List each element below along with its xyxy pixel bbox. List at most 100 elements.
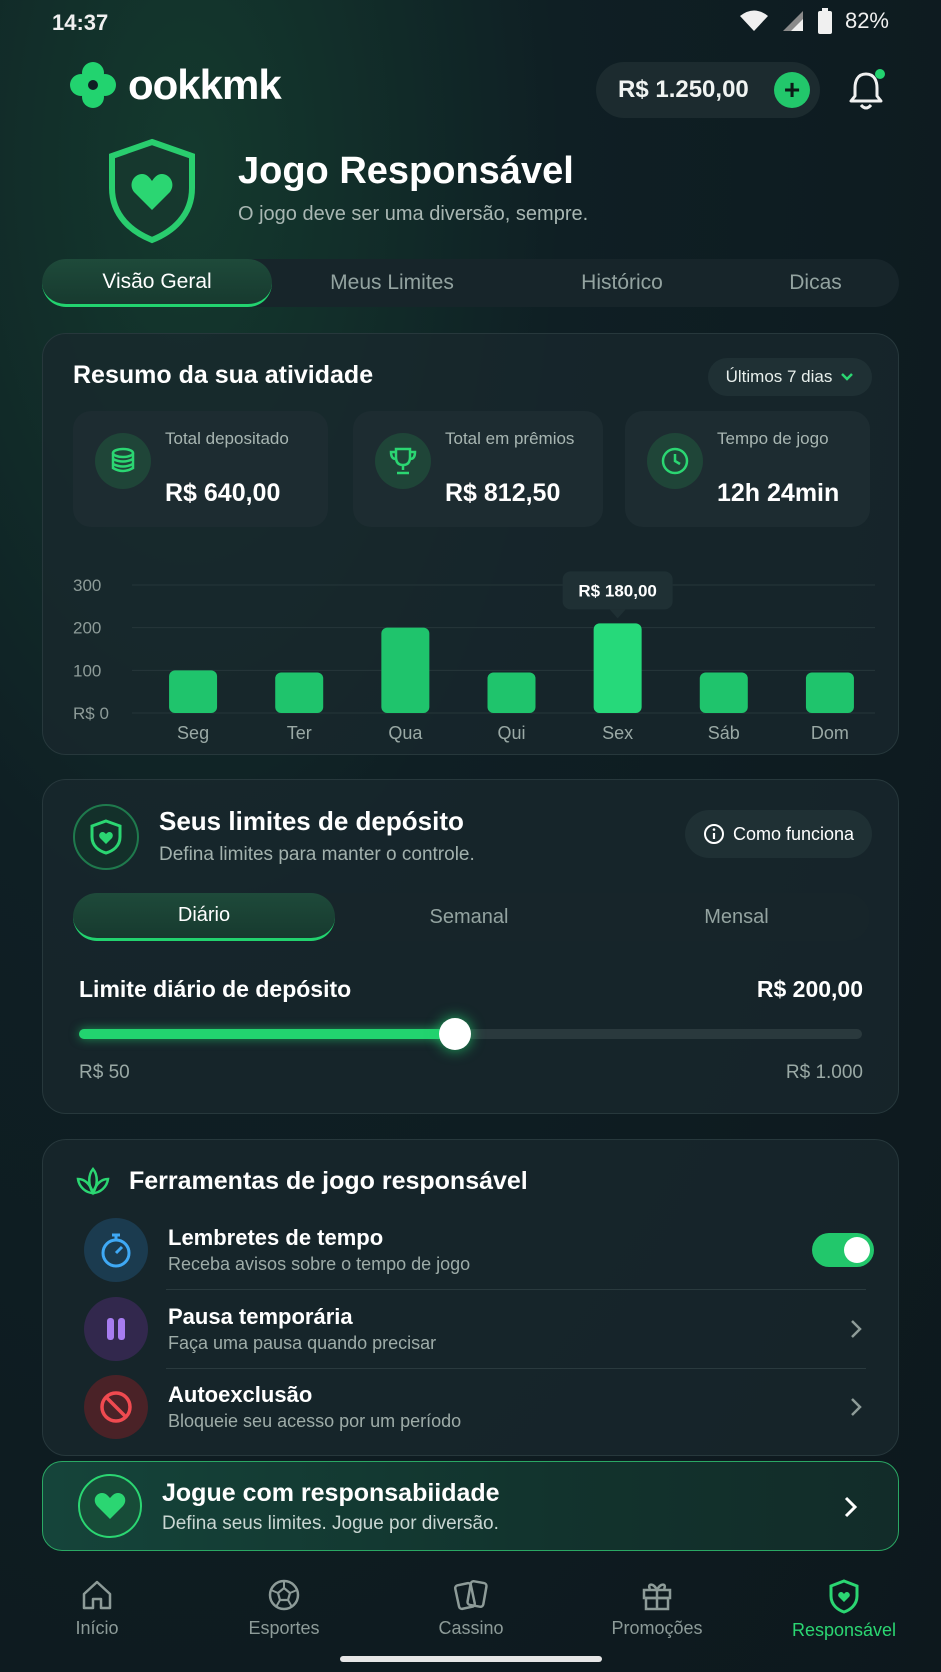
home-indicator [340,1656,602,1662]
tools-title: Ferramentas de jogo responsável [129,1167,528,1195]
period-tabs: Diário Semanal Mensal [73,893,870,941]
range-label: Últimos 7 dias [725,367,833,386]
time-reminders-toggle[interactable] [812,1233,874,1267]
stat-deposited: Total depositado R$ 640,00 [73,411,328,527]
chart-tooltip [562,571,673,610]
balance-amount: R$ 1.250,00 [618,76,749,103]
clock-icon [647,433,703,489]
lotus-icon [76,1167,110,1196]
home-icon [82,1580,112,1610]
chart-bar-dom[interactable] [805,672,854,713]
tab-historico[interactable]: Histórico [581,271,663,294]
chart-bar-sex[interactable] [593,623,642,713]
chart-tooltip-arrow [609,609,626,619]
info-icon [703,824,724,844]
tool-name: Autoexclusão [168,1382,313,1407]
nav-responsavel[interactable]: Responsável [774,1578,914,1641]
status-time: 14:37 [52,10,109,35]
wifi-icon [739,10,768,31]
block-icon [84,1375,148,1439]
shield-badge [73,804,139,870]
stat-value: R$ 640,00 [165,479,281,507]
y-tick-label: 200 [73,619,101,638]
limit-label: Limite diário de depósito [79,976,352,1002]
nav-label: Início [75,1618,119,1638]
chevron-down-icon [841,373,854,381]
chart-bar-qui[interactable] [487,672,536,713]
gift-icon [642,1583,672,1611]
add-funds-button[interactable]: + [774,72,810,108]
limits-title: Seus limites de depósito [159,806,464,836]
stat-label: Total depositado [165,429,289,448]
tab-semanal[interactable]: Semanal [429,905,509,928]
limit-value: R$ 200,00 [756,976,863,1002]
chevron-right-icon [851,1320,862,1338]
y-tick-label: 300 [73,576,101,595]
tools-card [42,1139,899,1456]
banner-title: Jogue com responsabiidade [162,1479,500,1507]
limit-slider-fill [79,1029,455,1039]
pause-icon [84,1297,148,1361]
bell-icon[interactable] [846,68,886,112]
tab-diario[interactable]: Diário [73,893,335,941]
chart-tooltip-text: R$ 180,00 [578,581,656,600]
nav-label: Esportes [248,1618,320,1638]
divider [166,1368,866,1369]
page-title: Jogo Responsável [238,150,574,192]
limit-slider-handle[interactable] [438,1018,471,1050]
chart-bar-seg[interactable] [169,670,218,713]
stat-value: R$ 812,50 [445,479,561,507]
tool-name: Pausa temporária [168,1304,353,1329]
stat-prizes: Total em prêmios R$ 812,50 [353,411,603,527]
coins-icon [95,433,151,489]
chart-bar-qua[interactable] [381,627,430,713]
ball-icon [268,1579,300,1611]
nav-promocoes[interactable]: Promoções [587,1578,727,1639]
activity-title: Resumo da sua atividade [73,361,374,389]
tool-time-reminders[interactable]: Lembretes de tempo Receba avisos sobre o… [84,1213,874,1287]
stopwatch-icon [84,1218,148,1282]
chart-bar-ter[interactable] [275,672,324,713]
app-logo[interactable]: ookkmk [68,60,282,110]
slider-max-label: R$ 1.000 [785,1062,863,1083]
tool-name: Lembretes de tempo [168,1225,384,1250]
x-tick-label: Sáb [708,723,740,743]
x-tick-label: Qua [388,723,423,743]
nav-label: Promoções [611,1618,703,1638]
clover-logo-icon [70,62,116,108]
y-tick-label: R$ 0 [73,704,109,723]
divider [166,1289,866,1290]
tool-description: Receba avisos sobre o tempo de jogo [168,1254,471,1274]
how-it-works-button[interactable]: Como funciona [685,810,872,858]
nav-cassino[interactable]: Cassino [401,1578,541,1639]
page-subtitle: O jogo deve ser uma diversão, sempre. [238,203,589,225]
stat-label: Tempo de jogo [717,429,829,448]
limits-subtitle: Defina limites para manter o controle. [159,844,475,865]
heart-badge [78,1474,142,1538]
tab-meus-limites[interactable]: Meus Limites [330,271,454,294]
stat-value: 12h 24min [717,479,840,507]
battery-percent: 82% [844,8,889,33]
tab-mensal[interactable]: Mensal [704,905,769,928]
nav-esportes[interactable]: Esportes [214,1578,354,1639]
shield-heart-icon [109,138,195,244]
chevron-right-icon[interactable] [842,1494,860,1520]
tab-visao-geral[interactable]: Visão Geral [42,259,272,307]
battery-icon [817,8,832,34]
app-name: ookkmk [128,61,282,108]
section-tabs: Visão Geral Meus Limites Histórico Dicas [42,259,899,307]
tool-temporary-pause[interactable]: Pausa temporária Faça uma pausa quando p… [84,1292,874,1366]
shield-icon [90,819,122,855]
range-dropdown[interactable]: Últimos 7 dias [708,358,872,396]
x-tick-label: Sex [602,723,633,743]
tool-self-exclusion[interactable]: Autoexclusão Bloqueie seu acesso por um … [84,1370,874,1444]
slider-min-label: R$ 50 [79,1062,130,1083]
balance-pill[interactable]: R$ 1.250,00 + [596,62,820,118]
status-icons: 82% [739,8,889,34]
x-tick-label: Seg [177,723,209,743]
responsible-play-banner[interactable] [42,1461,899,1551]
tab-dicas[interactable]: Dicas [789,271,842,294]
nav-inicio[interactable]: Início [27,1578,167,1639]
x-tick-label: Qui [497,723,525,743]
chart-bar-sáb[interactable] [699,672,748,713]
